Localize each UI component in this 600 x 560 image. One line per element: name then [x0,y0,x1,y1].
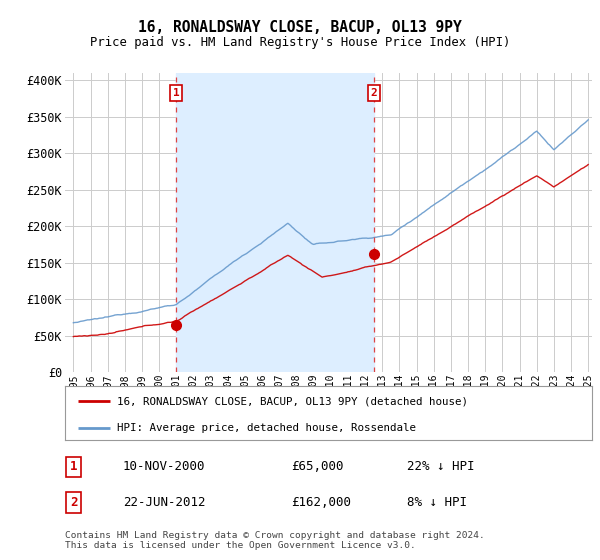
Bar [176,73,374,372]
Text: 22-JUN-2012: 22-JUN-2012 [123,496,205,509]
Text: 22% ↓ HPI: 22% ↓ HPI [407,460,475,473]
Text: 8% ↓ HPI: 8% ↓ HPI [407,496,467,509]
Text: 1: 1 [173,88,180,98]
Text: 2: 2 [70,496,77,509]
Text: £162,000: £162,000 [292,496,352,509]
Text: 16, RONALDSWAY CLOSE, BACUP, OL13 9PY: 16, RONALDSWAY CLOSE, BACUP, OL13 9PY [138,20,462,35]
Text: 10-NOV-2000: 10-NOV-2000 [123,460,205,473]
Text: £65,000: £65,000 [292,460,344,473]
Text: Price paid vs. HM Land Registry's House Price Index (HPI): Price paid vs. HM Land Registry's House … [90,36,510,49]
Text: Contains HM Land Registry data © Crown copyright and database right 2024.
This d: Contains HM Land Registry data © Crown c… [65,531,485,550]
Text: 2: 2 [370,88,377,98]
Text: 16, RONALDSWAY CLOSE, BACUP, OL13 9PY (detached house): 16, RONALDSWAY CLOSE, BACUP, OL13 9PY (d… [118,396,469,407]
Text: 1: 1 [70,460,77,473]
Text: HPI: Average price, detached house, Rossendale: HPI: Average price, detached house, Ross… [118,423,416,433]
